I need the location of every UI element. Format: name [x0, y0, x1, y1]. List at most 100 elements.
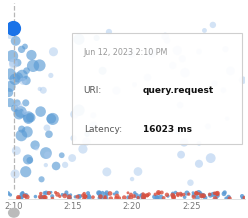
Point	[83, 195, 87, 198]
Point	[99, 195, 103, 199]
Point	[136, 196, 140, 199]
Point	[103, 195, 107, 198]
Point	[108, 192, 112, 195]
Point	[101, 191, 105, 194]
Point	[63, 192, 67, 196]
Point	[227, 195, 231, 199]
Point	[38, 87, 42, 91]
Point	[114, 196, 118, 200]
Point	[197, 162, 201, 165]
Point	[209, 156, 213, 160]
Point	[47, 133, 51, 136]
Point	[20, 74, 24, 77]
Point	[91, 114, 95, 117]
Point	[122, 196, 126, 199]
Text: 16023 ms: 16023 ms	[143, 125, 192, 134]
Point	[16, 196, 20, 199]
Point	[206, 125, 210, 128]
Point	[39, 110, 43, 113]
Point	[142, 196, 146, 200]
Circle shape	[9, 208, 19, 217]
Point	[77, 37, 81, 41]
Point	[129, 52, 133, 55]
Point	[8, 101, 12, 104]
Point	[49, 74, 53, 77]
Point	[166, 194, 170, 198]
Point	[8, 26, 12, 29]
Point	[142, 195, 146, 198]
Point	[215, 192, 219, 196]
Point	[87, 194, 91, 198]
Point	[98, 193, 102, 196]
Point	[114, 89, 118, 92]
Point	[200, 193, 204, 197]
Point	[191, 191, 195, 194]
Point	[78, 194, 82, 198]
Point	[228, 197, 232, 200]
Point	[203, 196, 207, 199]
Point	[31, 64, 35, 68]
Point	[212, 82, 216, 85]
Point	[19, 110, 23, 114]
Point	[20, 127, 24, 131]
Point	[21, 191, 25, 195]
Point	[33, 195, 37, 198]
Point	[103, 197, 107, 200]
Point	[183, 71, 187, 75]
Point	[133, 191, 137, 194]
Point	[23, 111, 27, 114]
Point	[160, 191, 164, 194]
Point	[146, 194, 150, 197]
Point	[241, 196, 245, 200]
Point	[92, 124, 95, 128]
Point	[117, 196, 121, 200]
Point	[213, 197, 217, 200]
Point	[202, 29, 206, 32]
Point	[225, 117, 229, 121]
Point	[136, 170, 140, 173]
Point	[138, 194, 142, 197]
Point	[71, 136, 75, 140]
Point	[45, 126, 49, 130]
Point	[54, 191, 58, 194]
Point	[77, 109, 81, 112]
Point	[17, 104, 21, 108]
Point	[19, 196, 23, 200]
Point	[141, 195, 145, 199]
Point	[20, 48, 24, 51]
Point	[215, 192, 218, 195]
Point	[41, 89, 45, 92]
Point	[81, 147, 85, 151]
Text: Latency:: Latency:	[84, 125, 122, 134]
Point	[70, 156, 74, 160]
Point	[134, 194, 138, 197]
Point	[141, 196, 145, 199]
Point	[34, 146, 38, 150]
Point	[126, 196, 130, 199]
Point	[61, 193, 64, 196]
Point	[24, 79, 28, 82]
Point	[132, 194, 136, 198]
Point	[98, 196, 102, 200]
Point	[58, 195, 62, 198]
Point	[156, 191, 160, 195]
Point	[17, 197, 21, 200]
Point	[84, 140, 88, 143]
Point	[172, 195, 176, 198]
Point	[198, 191, 202, 194]
Point	[171, 192, 175, 195]
Point	[30, 53, 33, 57]
Point	[197, 142, 201, 145]
Point	[142, 194, 146, 197]
Point	[24, 170, 28, 174]
Point	[63, 194, 67, 198]
Point	[7, 91, 11, 94]
Point	[44, 151, 48, 155]
Point	[73, 195, 77, 199]
Point	[64, 191, 68, 194]
Point	[179, 192, 183, 195]
Point	[56, 193, 60, 196]
Point	[188, 181, 192, 184]
Point	[76, 195, 80, 198]
Point	[77, 196, 81, 199]
